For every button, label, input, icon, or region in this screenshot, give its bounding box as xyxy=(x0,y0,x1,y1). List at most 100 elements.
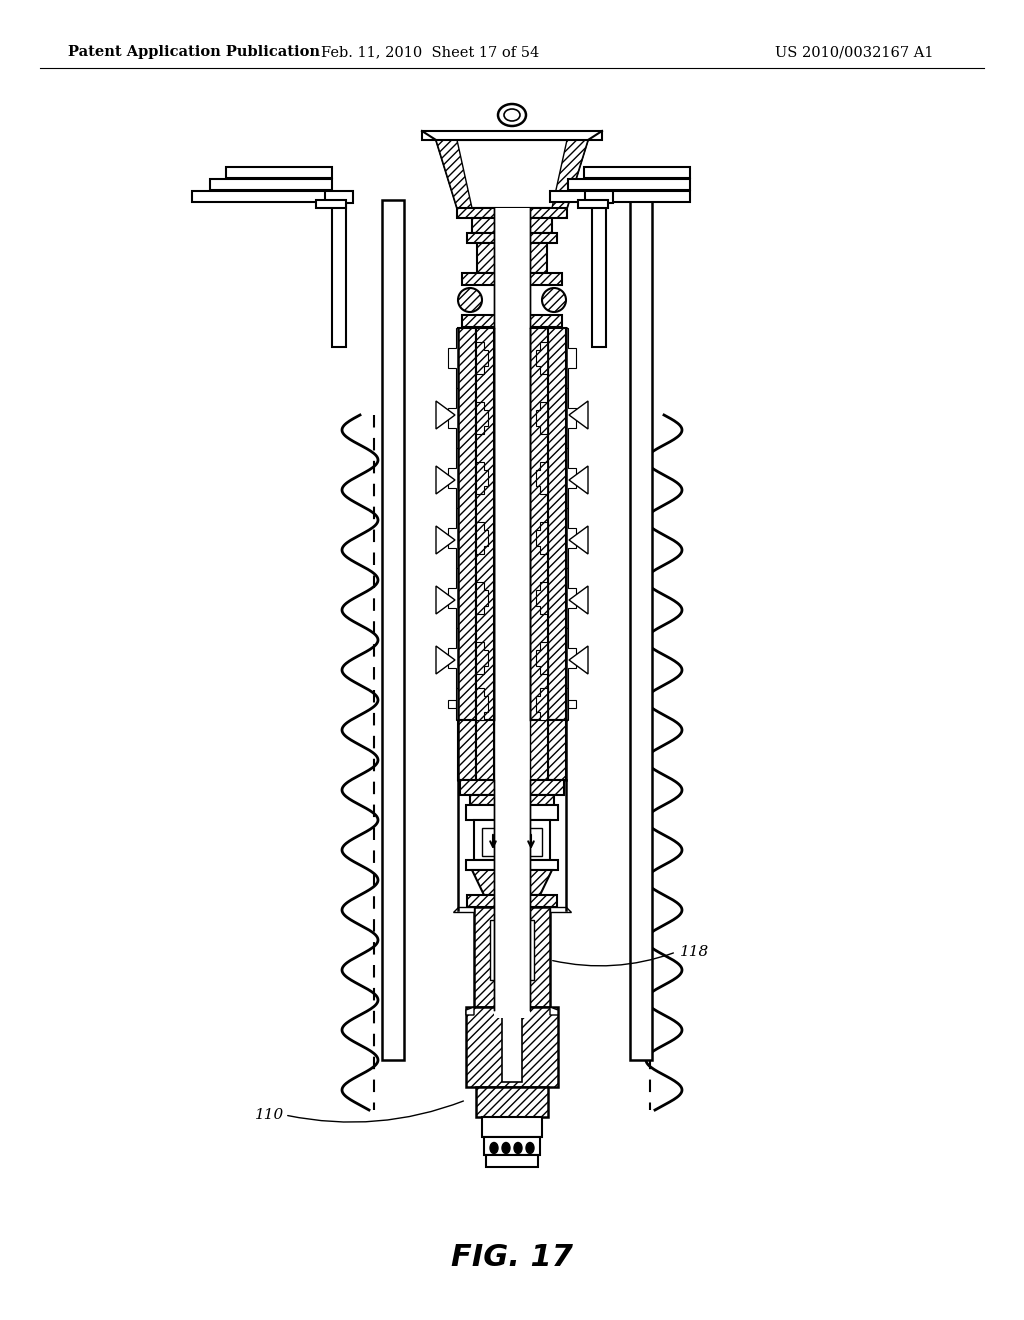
Polygon shape xyxy=(436,140,472,209)
Polygon shape xyxy=(476,642,488,675)
Text: FIG. 17: FIG. 17 xyxy=(451,1243,573,1272)
Polygon shape xyxy=(449,327,458,388)
Bar xyxy=(384,202,402,1059)
Text: US 2010/0032167 A1: US 2010/0032167 A1 xyxy=(775,45,934,59)
Polygon shape xyxy=(476,688,488,719)
Text: Feb. 11, 2010  Sheet 17 of 54: Feb. 11, 2010 Sheet 17 of 54 xyxy=(321,45,539,59)
Bar xyxy=(476,327,494,719)
Bar xyxy=(470,795,554,805)
Polygon shape xyxy=(536,342,548,374)
Bar xyxy=(466,805,558,820)
Bar xyxy=(494,209,530,1018)
Bar xyxy=(476,1086,548,1117)
Polygon shape xyxy=(449,568,458,628)
Polygon shape xyxy=(569,525,588,554)
Polygon shape xyxy=(566,688,575,719)
Bar xyxy=(490,920,508,979)
Bar xyxy=(585,191,613,203)
Polygon shape xyxy=(569,466,588,494)
Polygon shape xyxy=(569,401,588,429)
Polygon shape xyxy=(536,642,548,675)
Polygon shape xyxy=(476,521,488,554)
Bar xyxy=(550,191,690,202)
Bar xyxy=(474,820,550,861)
Bar xyxy=(466,861,558,870)
Polygon shape xyxy=(566,508,575,568)
Bar xyxy=(458,327,476,719)
Polygon shape xyxy=(569,586,588,614)
Polygon shape xyxy=(569,645,588,675)
Bar xyxy=(325,191,353,203)
Bar xyxy=(530,327,548,719)
Polygon shape xyxy=(566,568,575,628)
Bar xyxy=(530,719,548,780)
Bar xyxy=(316,201,346,209)
Bar xyxy=(467,895,557,907)
Polygon shape xyxy=(449,447,458,508)
Bar xyxy=(466,1007,558,1086)
Polygon shape xyxy=(476,403,488,434)
Bar xyxy=(482,828,504,855)
Ellipse shape xyxy=(514,1143,522,1154)
Polygon shape xyxy=(436,586,455,614)
Polygon shape xyxy=(536,688,548,719)
Text: 118: 118 xyxy=(680,945,710,960)
Bar xyxy=(332,202,346,347)
Polygon shape xyxy=(566,388,575,447)
Bar xyxy=(474,907,550,1007)
Polygon shape xyxy=(449,688,458,719)
Text: 110: 110 xyxy=(255,1107,285,1122)
Bar xyxy=(382,201,404,1060)
Bar xyxy=(568,180,690,190)
Polygon shape xyxy=(566,447,575,508)
Polygon shape xyxy=(566,628,575,688)
Polygon shape xyxy=(476,342,488,374)
Bar xyxy=(462,273,562,285)
Bar xyxy=(482,1117,542,1137)
Polygon shape xyxy=(466,1007,474,1015)
Bar xyxy=(457,209,567,218)
Polygon shape xyxy=(472,870,552,895)
Polygon shape xyxy=(536,403,548,434)
Polygon shape xyxy=(449,628,458,688)
Polygon shape xyxy=(436,401,455,429)
Bar xyxy=(494,209,530,327)
Polygon shape xyxy=(449,508,458,568)
Polygon shape xyxy=(436,466,455,494)
Bar xyxy=(520,828,542,855)
Bar xyxy=(632,202,650,1059)
Text: Patent Application Publication: Patent Application Publication xyxy=(68,45,319,59)
Bar xyxy=(467,234,557,243)
Bar xyxy=(193,191,332,202)
Polygon shape xyxy=(476,582,488,614)
Ellipse shape xyxy=(504,110,520,121)
Bar xyxy=(504,895,520,975)
Bar xyxy=(630,201,652,1060)
Bar xyxy=(476,719,494,780)
Polygon shape xyxy=(436,525,455,554)
Bar xyxy=(494,327,530,719)
Ellipse shape xyxy=(542,288,566,312)
Polygon shape xyxy=(449,388,458,447)
Bar xyxy=(494,780,530,1010)
Bar xyxy=(210,180,332,190)
Bar xyxy=(548,327,566,719)
Bar xyxy=(584,168,690,178)
Polygon shape xyxy=(536,521,548,554)
Polygon shape xyxy=(436,645,455,675)
Bar xyxy=(486,1155,538,1167)
Polygon shape xyxy=(550,907,571,912)
Polygon shape xyxy=(453,907,474,912)
Polygon shape xyxy=(552,140,588,209)
Bar xyxy=(460,780,564,795)
Ellipse shape xyxy=(490,1143,498,1154)
Ellipse shape xyxy=(458,288,482,312)
Bar xyxy=(472,218,552,234)
Bar xyxy=(462,315,562,327)
Bar xyxy=(422,131,602,140)
Ellipse shape xyxy=(502,1143,510,1154)
Ellipse shape xyxy=(526,1143,534,1154)
Ellipse shape xyxy=(498,104,526,125)
Bar xyxy=(458,719,476,780)
Polygon shape xyxy=(436,140,588,209)
